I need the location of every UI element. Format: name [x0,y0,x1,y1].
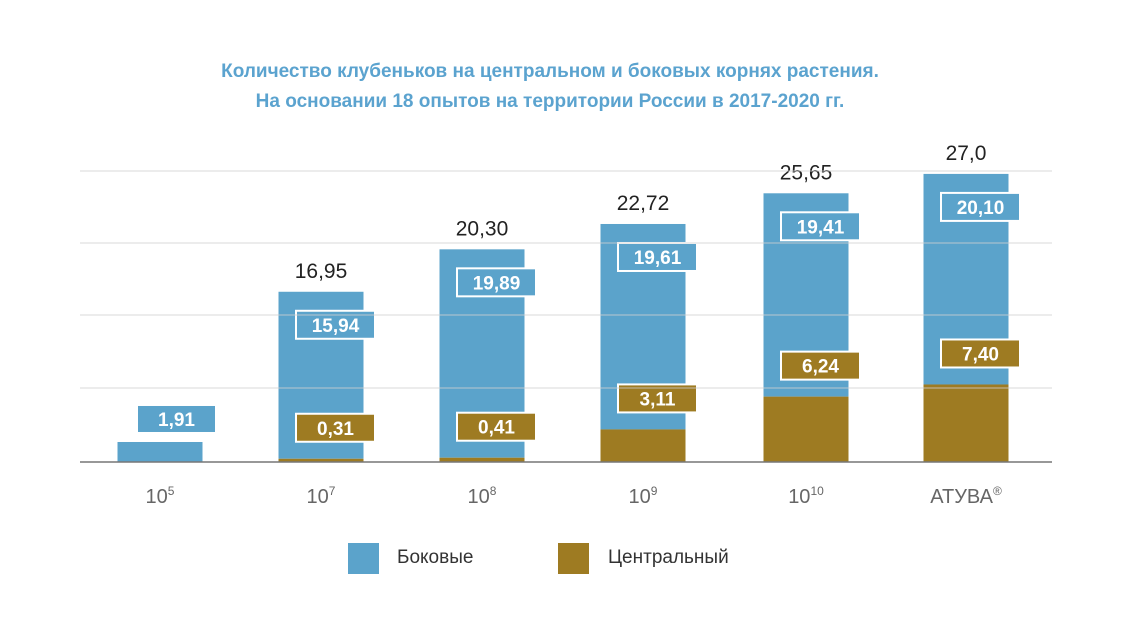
label-centralny: 7,40 [940,338,1021,369]
label-bokovye-text: 19,41 [797,217,845,238]
bar-centralny [600,429,686,462]
label-centralny-box [295,412,376,443]
x-tick-label: 1010 [788,484,824,508]
total-label: 22,72 [617,192,670,215]
label-bokovye-box [780,211,861,242]
legend-label-bokovye: Боковые [397,547,474,568]
label-bokovye-box [617,241,698,272]
label-bokovye-text: 15,94 [312,316,360,337]
x-tick-label: АТУВА® [930,484,1002,508]
label-centralny-text: 0,31 [317,419,354,440]
label-centralny-text: 3,11 [640,389,676,410]
legend-swatch-bokovye [348,543,379,574]
label-centralny-text: 6,24 [802,357,839,378]
total-label: 16,95 [295,260,348,283]
label-centralny-text: 7,40 [962,344,999,365]
total-label: 27,0 [946,142,987,165]
label-bokovye-text: 1,91 [158,410,195,431]
label-bokovye-text: 20,10 [957,198,1005,219]
label-centralny-text: 0,41 [478,418,515,439]
chart-title: Количество клубеньков на центральном и б… [221,61,879,82]
label-bokovye: 19,61 [617,241,698,272]
label-bokovye-box [456,267,537,298]
bar-centralny [923,384,1009,462]
label-centralny: 0,31 [295,412,376,443]
legend-label-centralny: Центральный [608,547,729,568]
legend-swatch-centralny [558,543,589,574]
bar-centralny [278,458,364,462]
chart-subtitle: На основании 18 опытов на территории Рос… [255,91,845,112]
total-label: 20,30 [456,217,509,240]
x-tick-label: 105 [146,484,175,508]
total-label: 25,65 [780,161,833,184]
label-bokovye: 19,41 [780,211,861,242]
label-centralny: 6,24 [780,350,861,381]
label-bokovye-box [940,191,1021,222]
label-bokovye: 20,10 [940,191,1021,222]
label-centralny-box [780,350,861,381]
label-centralny-box [617,383,698,414]
label-bokovye: 19,89 [456,267,537,298]
label-centralny: 0,41 [456,411,537,442]
x-tick-label: 108 [468,484,497,508]
label-bokovye: 1,91 [136,403,217,434]
label-centralny: 3,11 [617,383,698,414]
x-tick-label: 107 [307,484,336,508]
label-bokovye-text: 19,89 [473,273,521,294]
bar-centralny [763,396,849,462]
label-centralny-box [456,411,537,442]
label-centralny-box [940,338,1021,369]
x-tick-label: 109 [629,484,658,508]
bar-bokovye [117,441,203,462]
label-bokovye-text: 19,61 [634,248,682,269]
label-bokovye-box [136,403,217,434]
bar-centralny [439,457,525,462]
